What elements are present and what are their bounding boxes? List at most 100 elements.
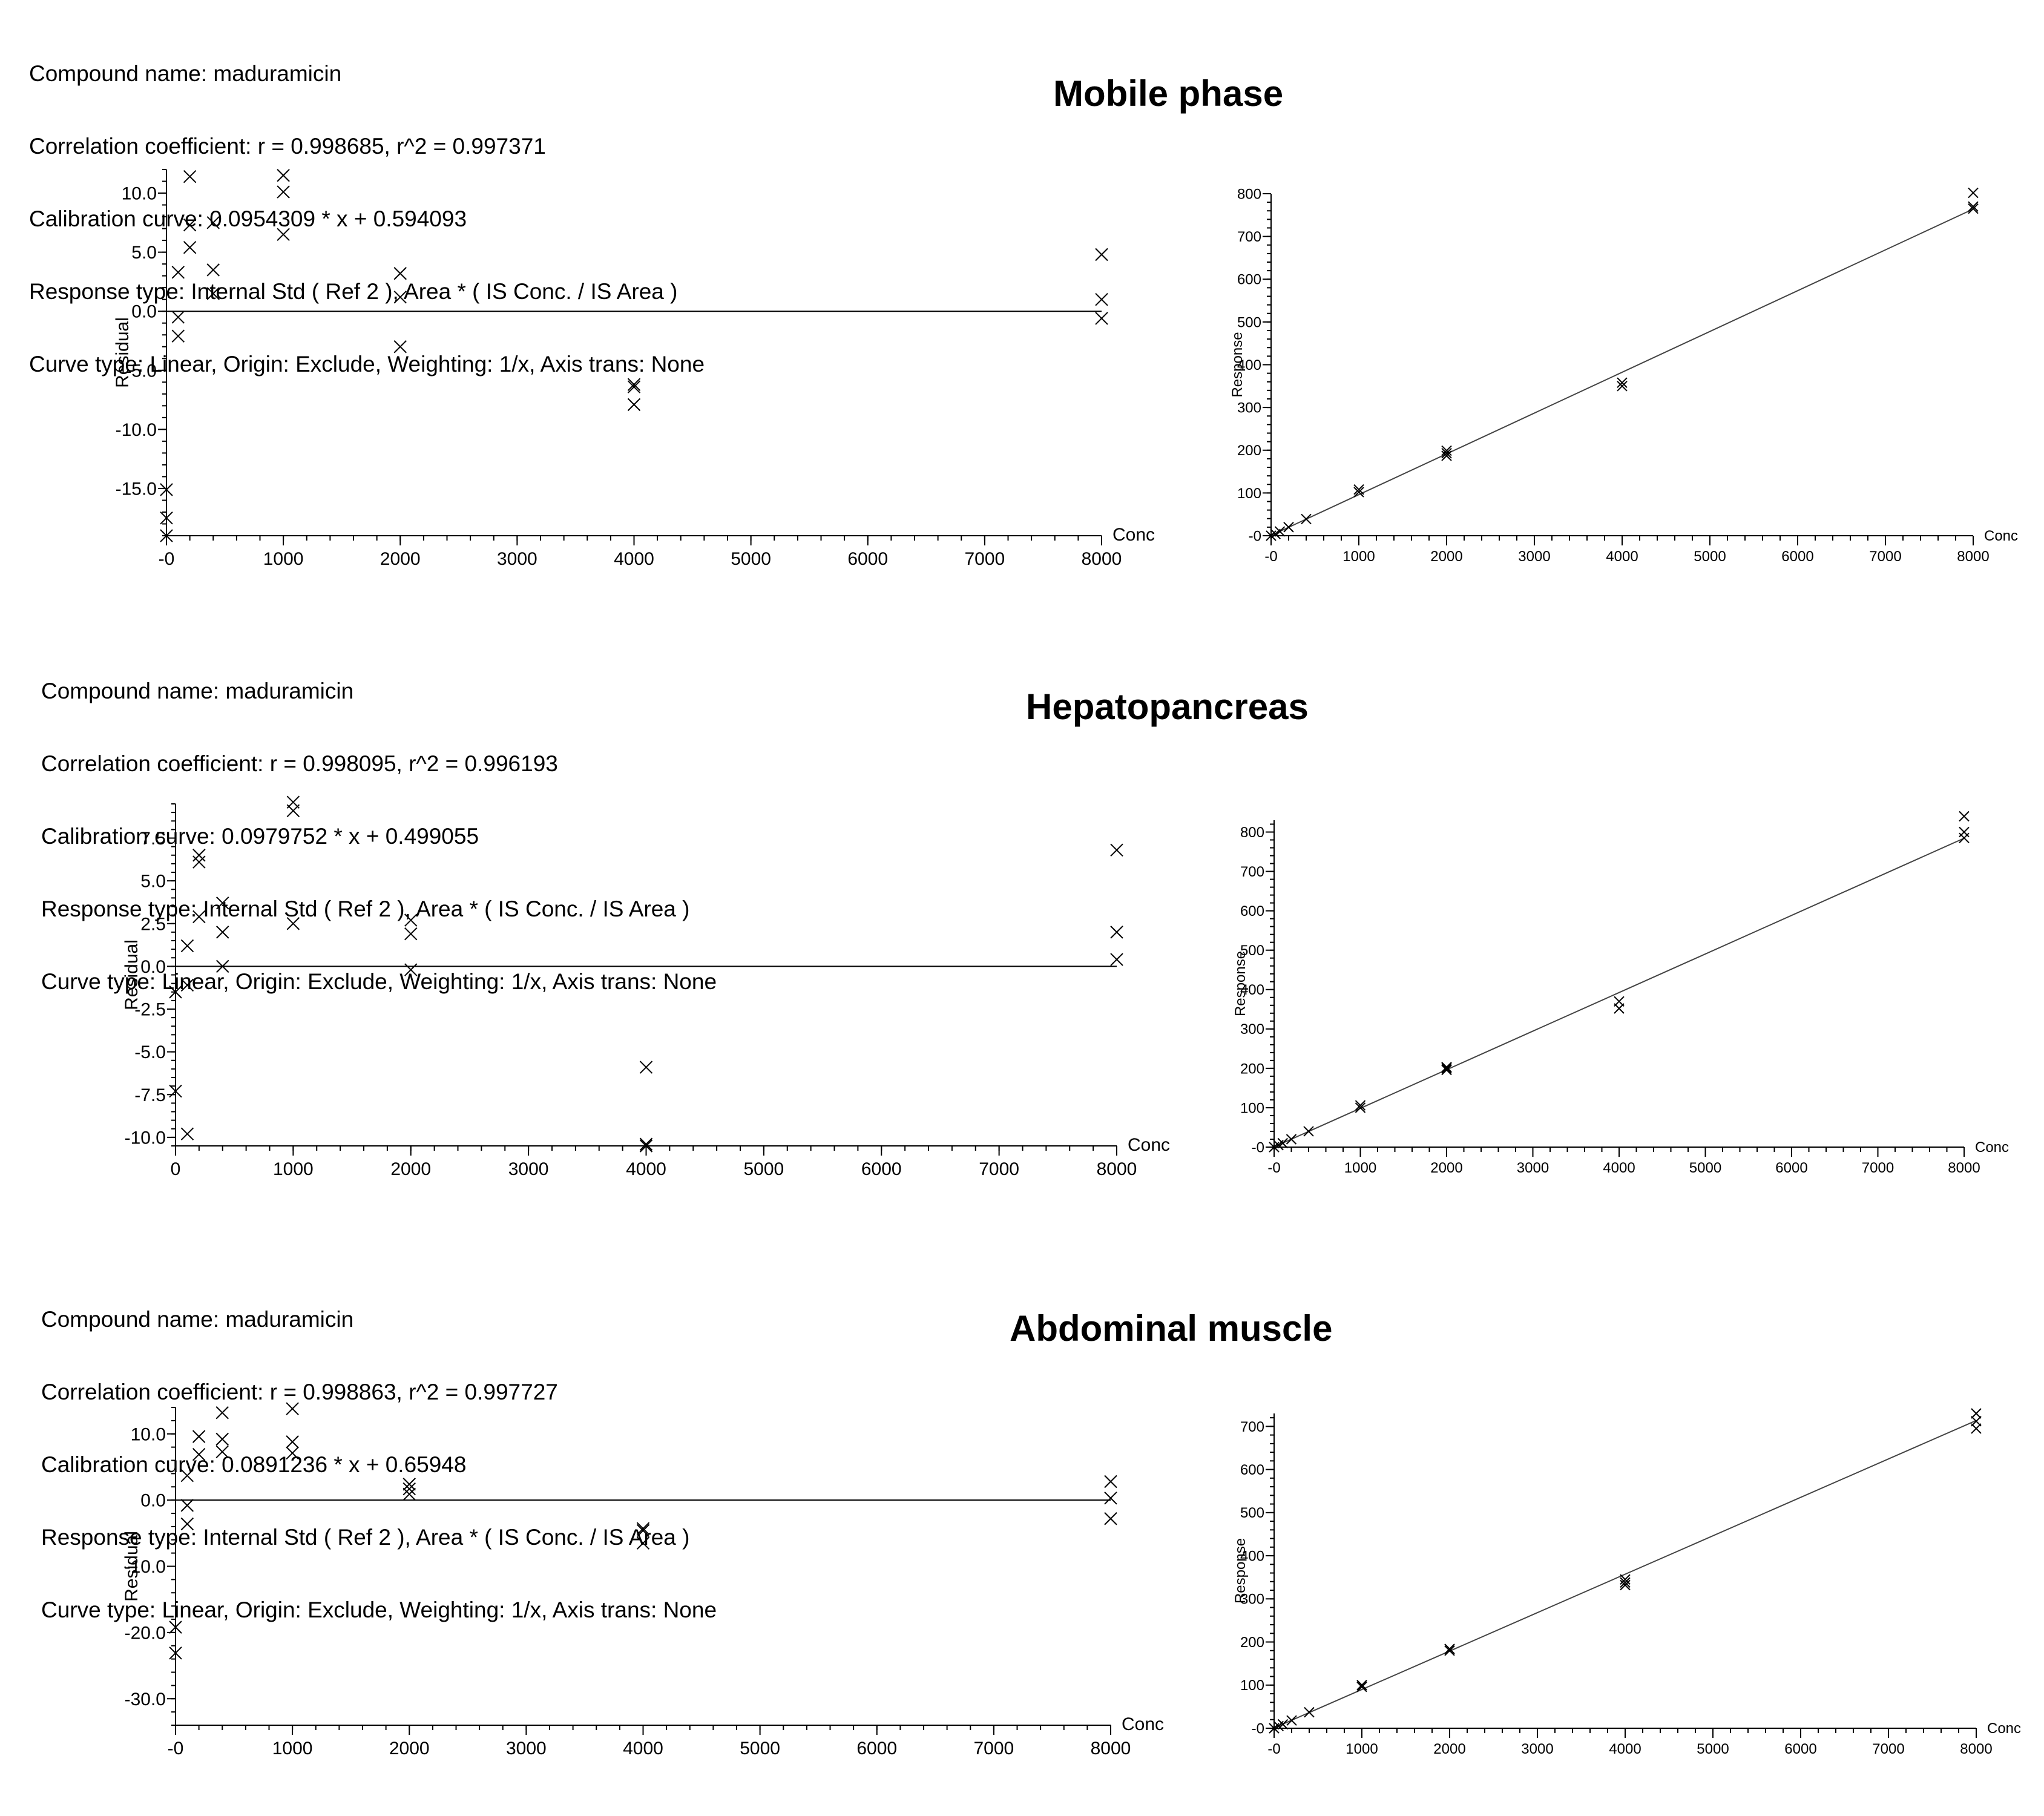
curve-type: Curve type: Linear, Origin: Exclude, Wei… xyxy=(41,969,717,994)
x-tick-label: 1000 xyxy=(1346,1741,1378,1757)
data-point xyxy=(1286,1715,1297,1726)
data-point xyxy=(627,378,641,391)
data-point xyxy=(192,1430,206,1443)
y-tick-label: 300 xyxy=(1240,1591,1264,1608)
y-tick-label: -0 xyxy=(1249,528,1261,544)
data-point xyxy=(636,1522,650,1535)
data-point xyxy=(1104,1475,1117,1489)
y-tick-label: 300 xyxy=(1240,1021,1264,1038)
y-tick-label: 500 xyxy=(1240,1505,1264,1521)
data-point xyxy=(1356,1681,1367,1693)
data-point xyxy=(160,483,173,496)
data-point xyxy=(403,1487,416,1501)
data-point xyxy=(286,1446,299,1460)
x-tick-label: 1000 xyxy=(272,1739,313,1758)
data-point xyxy=(1355,1100,1366,1111)
data-point xyxy=(393,340,407,354)
data-point xyxy=(1959,832,1970,843)
compound-name: Compound name: maduramicin xyxy=(29,61,342,86)
y-tick-label: 300 xyxy=(1237,400,1261,416)
data-point xyxy=(286,1402,299,1415)
x-axis-label: Conc xyxy=(1128,1135,1170,1155)
data-point xyxy=(183,219,197,232)
data-point xyxy=(1441,1063,1452,1074)
y-tick-label: -10.0 xyxy=(125,1128,166,1148)
data-point xyxy=(216,926,229,939)
y-tick-label: 200 xyxy=(1240,1634,1264,1651)
compound-name: Compound name: maduramicin xyxy=(41,679,354,703)
data-point xyxy=(286,1435,299,1449)
data-point xyxy=(404,963,418,976)
data-point xyxy=(1971,1423,1982,1434)
x-tick-label: 4000 xyxy=(1609,1741,1641,1757)
data-point xyxy=(206,287,220,300)
x-tick-label: 6000 xyxy=(856,1739,897,1758)
y-axis-label: Response xyxy=(1232,1538,1249,1604)
x-axis-label: Conc xyxy=(1112,525,1155,545)
x-tick-label: 8000 xyxy=(1957,548,1989,565)
data-point xyxy=(1441,1062,1452,1073)
y-tick-label: -30.0 xyxy=(125,1689,166,1709)
data-point xyxy=(216,959,229,973)
panel-title: Abdominal muscle xyxy=(1010,1308,1333,1349)
calibration-info: Compound name: maduramicin Correlation c… xyxy=(41,631,717,1042)
curve-type: Curve type: Linear, Origin: Exclude, Wei… xyxy=(29,352,705,377)
x-tick-label: 2000 xyxy=(1430,548,1462,565)
y-tick-label: 7.5 xyxy=(140,829,166,849)
x-tick-label: 6000 xyxy=(1784,1741,1816,1757)
panel-abdominal-muscle: Compound name: maduramicin Correlation c… xyxy=(0,1211,2044,1816)
data-point xyxy=(404,913,418,927)
data-point xyxy=(1441,447,1452,459)
y-tick-label: -0 xyxy=(1252,1139,1264,1156)
x-tick-label: 2000 xyxy=(390,1159,431,1179)
x-axis-label: Conc xyxy=(1122,1714,1164,1734)
response-type: Response type: Internal Std ( Ref 2 ), A… xyxy=(41,896,690,921)
data-point xyxy=(1304,1706,1315,1718)
x-tick-label: 3000 xyxy=(1517,1160,1549,1176)
data-point xyxy=(1959,826,1970,838)
response-type: Response type: Internal Std ( Ref 2 ), A… xyxy=(29,279,678,304)
data-point xyxy=(627,398,641,412)
data-point xyxy=(192,1447,206,1461)
response-type: Response type: Internal Std ( Ref 2 ), A… xyxy=(41,1525,690,1550)
x-tick-label: 4000 xyxy=(623,1739,663,1758)
residual-plot: 0 1000 2000 3000 4000 5000 6000 7000 8000 7.5 5.0 2… xyxy=(122,795,1170,1179)
data-point xyxy=(1971,1408,1982,1419)
x-tick-label: 7000 xyxy=(974,1739,1014,1758)
y-tick-label: 100 xyxy=(1237,485,1261,502)
data-point xyxy=(1968,187,1979,199)
data-point xyxy=(1356,1680,1367,1691)
x-tick-label: 4000 xyxy=(626,1159,666,1179)
x-tick-label: 4000 xyxy=(614,549,654,569)
panel-title: Hepatopancreas xyxy=(1026,686,1309,727)
x-tick-label: 1000 xyxy=(1342,548,1375,565)
data-point xyxy=(1283,522,1294,533)
correlation-coefficient: Correlation coefficient: r = 0.998863, r… xyxy=(41,1380,558,1404)
data-point xyxy=(1104,1492,1117,1505)
y-tick-label: 400 xyxy=(1237,357,1261,373)
y-tick-label: 600 xyxy=(1237,272,1261,288)
data-point xyxy=(206,216,220,229)
x-tick-label: 8000 xyxy=(1082,549,1122,569)
calibration-curve: Calibration curve: 0.0979752 * x + 0.499… xyxy=(41,824,479,849)
data-point xyxy=(171,266,185,279)
y-tick-label: 700 xyxy=(1240,864,1264,880)
data-point xyxy=(171,329,185,343)
data-point xyxy=(216,896,229,910)
y-tick-label: 600 xyxy=(1240,1462,1264,1478)
data-point xyxy=(1095,292,1108,306)
data-point xyxy=(1095,312,1108,325)
data-point xyxy=(215,1432,229,1446)
data-point xyxy=(169,1647,182,1660)
y-tick-label: 800 xyxy=(1240,824,1264,841)
data-point xyxy=(1620,1577,1631,1588)
y-tick-label: 0.0 xyxy=(140,957,166,977)
y-tick-label: 10.0 xyxy=(131,1424,166,1444)
y-axis-label: Response xyxy=(1229,332,1246,397)
response-plot: -0 1000 2000 3000 4000 5000 6000 7000 8000 -0 100 2… xyxy=(1229,186,2018,565)
data-point xyxy=(180,1517,194,1531)
data-point xyxy=(636,1524,650,1538)
y-tick-label: 800 xyxy=(1237,186,1261,202)
data-point xyxy=(192,849,206,862)
x-tick-label: -0 xyxy=(168,1739,184,1758)
